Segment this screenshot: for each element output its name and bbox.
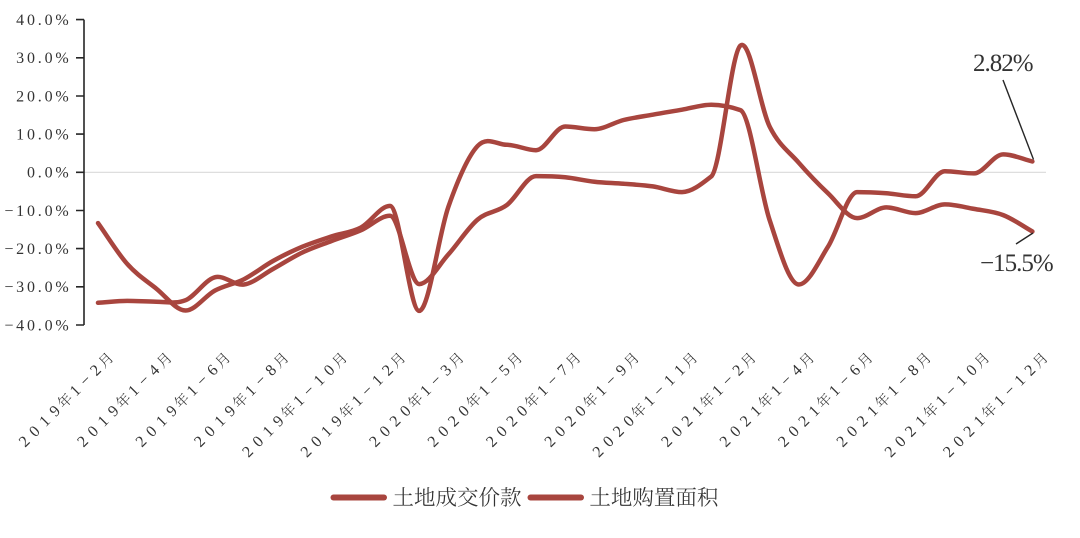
svg-text:−15.5%: −15.5% [980,250,1053,277]
svg-text:20.0%: 20.0% [16,88,71,105]
svg-text:10.0%: 10.0% [16,126,71,143]
svg-text:40.0%: 40.0% [16,12,71,29]
svg-text:−10.0%: −10.0% [4,203,71,220]
svg-text:2.82%: 2.82% [973,50,1033,77]
svg-text:−20.0%: −20.0% [4,241,71,258]
svg-text:0.0%: 0.0% [27,165,72,182]
svg-text:30.0%: 30.0% [16,50,71,67]
svg-text:−30.0%: −30.0% [4,279,71,296]
svg-text:−40.0%: −40.0% [4,317,71,334]
